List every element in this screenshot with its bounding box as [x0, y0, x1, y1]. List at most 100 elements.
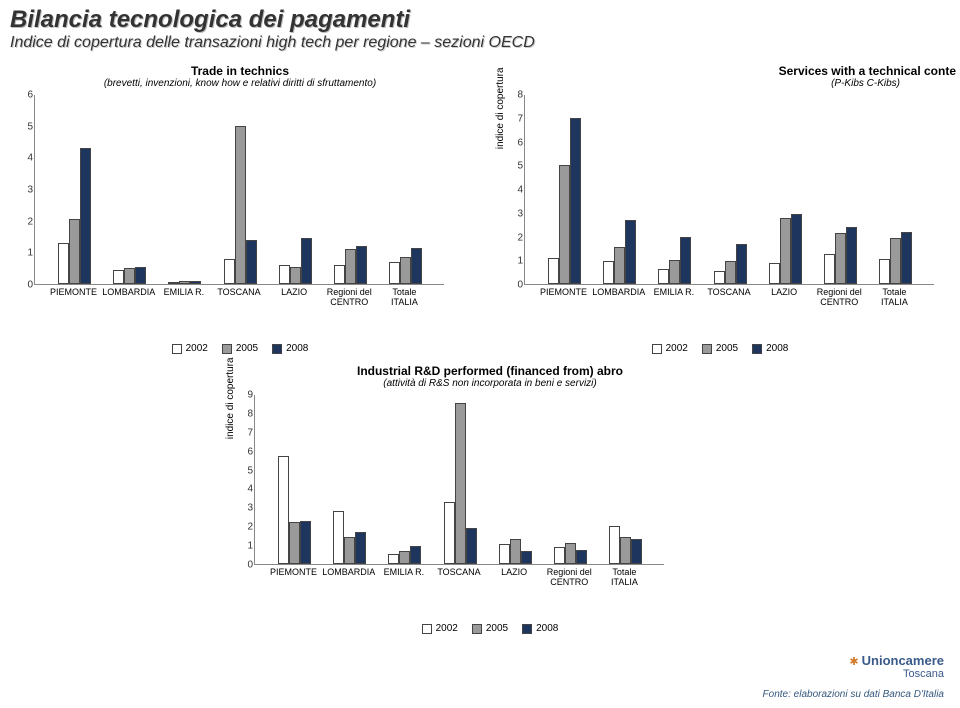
chart2-xlabels: PIEMONTELOMBARDIAEMILIA R.TOSCANALAZIORe… — [524, 285, 960, 313]
bar — [846, 227, 857, 284]
y-tick: 9 — [239, 390, 253, 401]
legend-label: 2002 — [186, 343, 208, 354]
bar — [246, 240, 257, 284]
bar — [510, 539, 521, 564]
legend-label: 2005 — [716, 343, 738, 354]
y-tick: 5 — [509, 161, 523, 172]
bar — [411, 248, 422, 284]
bar — [835, 233, 846, 284]
y-tick: 4 — [19, 153, 33, 164]
bar — [658, 269, 669, 284]
bar — [466, 528, 477, 564]
legend-item: 2002 — [652, 343, 688, 354]
y-tick: 1 — [509, 256, 523, 267]
y-tick: 6 — [239, 446, 253, 457]
y-tick: 4 — [239, 484, 253, 495]
bar-group — [333, 511, 366, 564]
chart3-xlabels: PIEMONTELOMBARDIAEMILIA R.TOSCANALAZIORe… — [254, 565, 770, 593]
bar — [499, 544, 510, 564]
legend-label: 2008 — [536, 623, 558, 634]
bar — [389, 262, 400, 284]
footer-source: Fonte: elaborazioni su dati Banca D'Ital… — [763, 689, 944, 700]
bar-group — [278, 456, 311, 564]
legend-swatch — [422, 624, 432, 634]
y-tick: 0 — [19, 280, 33, 291]
bar — [69, 219, 80, 284]
legend-label: 2002 — [436, 623, 458, 634]
y-tick: 2 — [19, 216, 33, 227]
bar — [631, 539, 642, 564]
legend-swatch — [652, 344, 662, 354]
chart2-plot: indice di copertura 012345678 — [524, 95, 934, 285]
chart2-title: Services with a technical conte — [480, 64, 960, 78]
y-tick: 8 — [509, 90, 523, 101]
legend-swatch — [272, 344, 282, 354]
chart-trade-in-technics: Trade in technics (brevetti, invenzioni,… — [0, 64, 480, 354]
legend-item: 2005 — [222, 343, 258, 354]
bar — [669, 260, 680, 284]
legend-swatch — [172, 344, 182, 354]
y-tick: 0 — [509, 280, 523, 291]
footer-logo: ✱ Unioncamere Toscana — [849, 653, 944, 680]
y-tick: 8 — [239, 408, 253, 419]
bar-group — [444, 403, 477, 564]
legend-label: 2005 — [486, 623, 508, 634]
bar — [344, 537, 355, 564]
bar — [333, 511, 344, 564]
y-tick: 3 — [239, 503, 253, 514]
chart1-legend: 2002 2005 2008 — [0, 343, 480, 354]
legend-label: 2008 — [286, 343, 308, 354]
y-tick: 5 — [239, 465, 253, 476]
chart2-ylabel: indice di copertura — [495, 67, 506, 149]
bar — [235, 126, 246, 284]
bar — [190, 281, 201, 284]
y-tick: 6 — [509, 137, 523, 148]
x-label: TotaleITALIA — [862, 287, 927, 307]
bar — [680, 237, 691, 285]
chart1-plot: 0123456 — [34, 95, 444, 285]
bar — [388, 554, 399, 564]
legend-item: 2008 — [522, 623, 558, 634]
legend-item: 2005 — [472, 623, 508, 634]
bar — [769, 263, 780, 284]
bar — [614, 247, 625, 284]
legend-swatch — [522, 624, 532, 634]
chart3-plot: indice di copertura 0123456789 — [254, 395, 664, 565]
bar — [80, 148, 91, 284]
chart3-legend: 2002 2005 2008 — [210, 623, 770, 634]
y-tick: 4 — [509, 185, 523, 196]
chart-industrial-rd: Industrial R&D performed (financed from)… — [210, 364, 770, 634]
bar — [570, 118, 581, 284]
bar — [824, 254, 835, 284]
bar — [901, 232, 912, 284]
chart2-subtitle: (P-Kibs C-Kibs) — [480, 78, 960, 89]
bar — [554, 547, 565, 564]
chart3-ylabel: indice di copertura — [225, 357, 236, 439]
bar-group — [554, 543, 587, 564]
y-tick: 2 — [239, 522, 253, 533]
y-tick: 0 — [239, 560, 253, 571]
y-tick: 2 — [509, 232, 523, 243]
bar — [355, 532, 366, 564]
bar — [714, 271, 725, 284]
legend-item: 2008 — [752, 343, 788, 354]
bar — [620, 537, 631, 564]
bar-group — [279, 238, 312, 284]
bar — [399, 551, 410, 564]
charts-row-top: Trade in technics (brevetti, invenzioni,… — [0, 64, 960, 354]
bar — [548, 258, 559, 284]
legend-item: 2008 — [272, 343, 308, 354]
brand-line2: Toscana — [903, 668, 944, 680]
legend-label: 2005 — [236, 343, 258, 354]
bar — [521, 551, 532, 564]
bar — [890, 238, 901, 284]
bar-group — [714, 244, 747, 284]
bar-group — [499, 539, 532, 564]
bar — [290, 267, 301, 284]
bar-group — [224, 126, 257, 284]
legend-swatch — [472, 624, 482, 634]
y-tick: 3 — [19, 185, 33, 196]
bar — [113, 270, 124, 284]
y-tick: 1 — [239, 541, 253, 552]
chart3-title: Industrial R&D performed (financed from)… — [210, 364, 770, 378]
